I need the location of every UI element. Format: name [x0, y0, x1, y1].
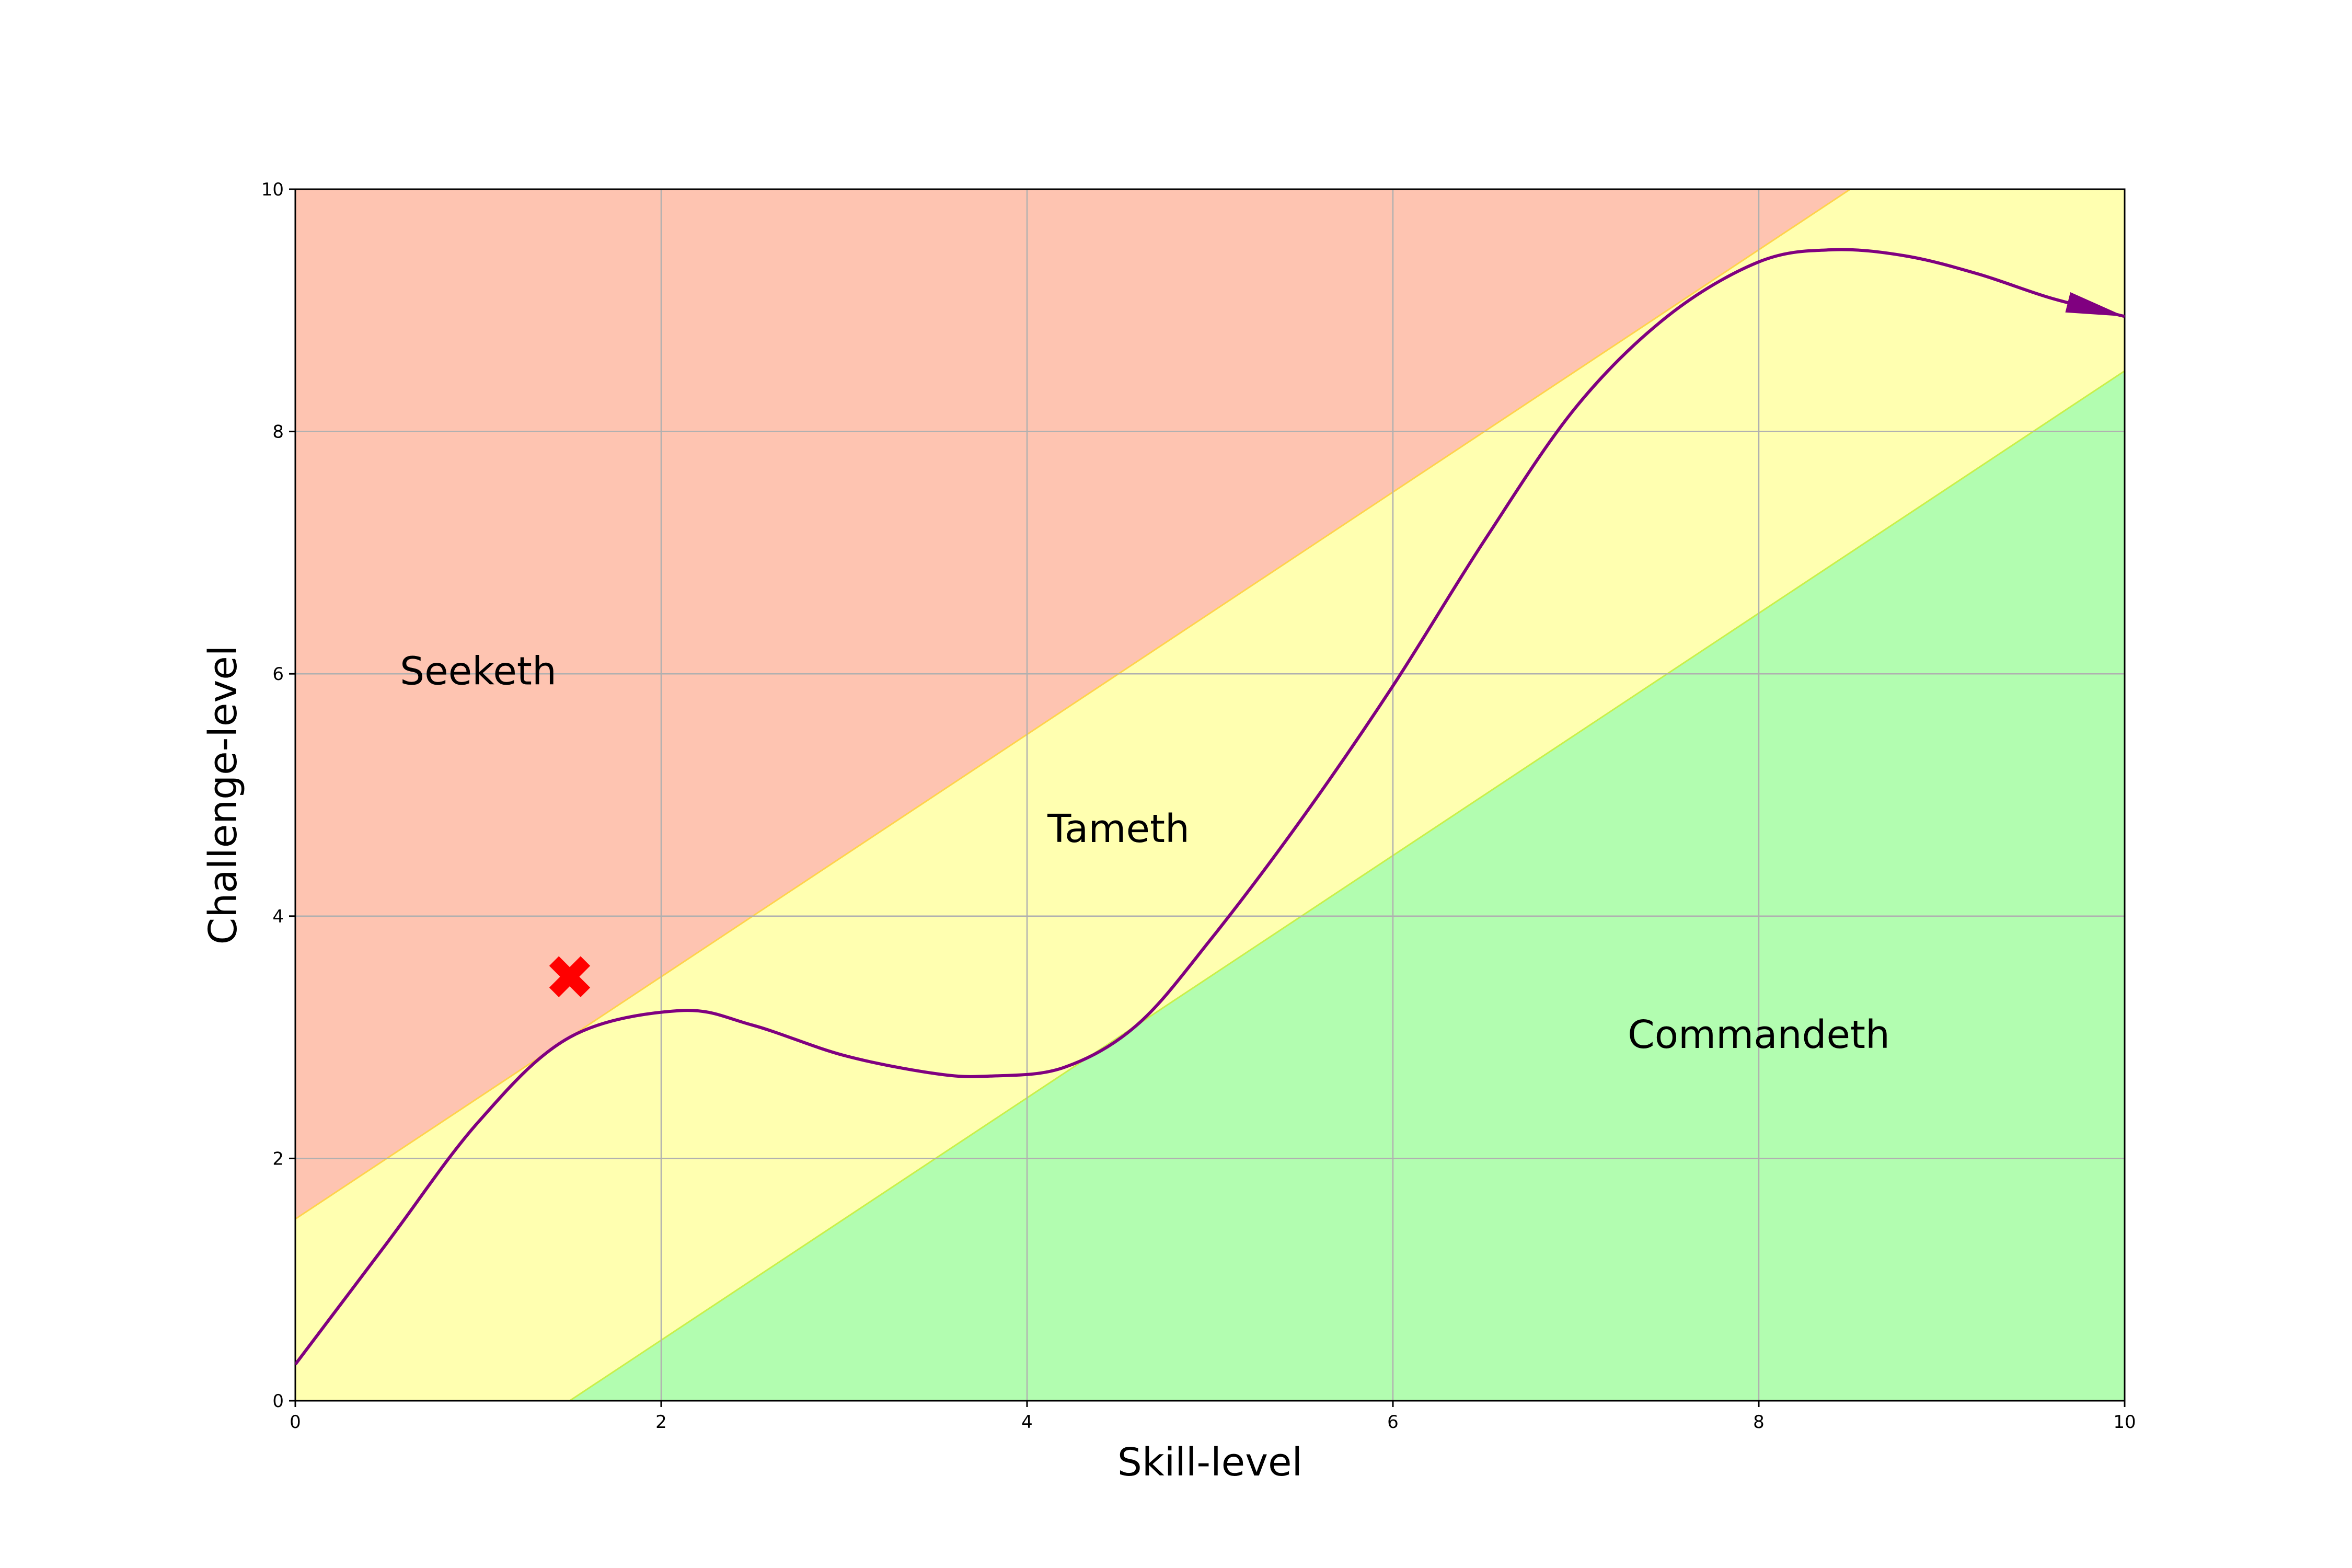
y-tick-label: 8 — [272, 422, 284, 443]
x-marker-stroke — [549, 956, 591, 997]
x-tick-label: 2 — [655, 1412, 667, 1433]
x-tick-label: 8 — [1753, 1412, 1765, 1433]
seeketh-label: Seeketh — [400, 649, 557, 694]
plot-frame — [294, 188, 2126, 1402]
flow-path-line — [295, 248, 2125, 1366]
tameth-region — [295, 189, 2125, 1401]
flow-path-arrowhead — [2065, 292, 2125, 317]
y-axis-ticks: 0 2 4 6 8 10 — [261, 179, 295, 1412]
tameth-commandeth-boundary — [568, 370, 2125, 1401]
y-tick-label: 0 — [272, 1391, 284, 1412]
y-axis-title: Challenge-level — [201, 645, 246, 945]
y-tick-label: 10 — [261, 179, 284, 200]
x-tick-label: 0 — [290, 1412, 301, 1433]
y-tick-label: 4 — [272, 906, 284, 927]
commandeth-region — [295, 371, 2125, 1401]
x-axis-title: Skill-level — [1117, 1440, 1302, 1485]
y-tick-label: 2 — [272, 1148, 284, 1169]
x-tick-label: 10 — [2113, 1412, 2136, 1433]
y-tick-label: 6 — [272, 664, 284, 685]
seeketh-tameth-boundary — [295, 189, 1852, 1220]
tameth-label: Tameth — [1047, 806, 1190, 851]
seeketh-region — [295, 189, 2125, 1219]
x-marker — [549, 956, 591, 997]
x-tick-label: 4 — [1021, 1412, 1033, 1433]
commandeth-label: Commandeth — [1628, 1012, 1890, 1057]
x-tick-label: 6 — [1387, 1412, 1399, 1433]
x-axis-ticks: 0 2 4 6 8 10 — [290, 1401, 2136, 1433]
